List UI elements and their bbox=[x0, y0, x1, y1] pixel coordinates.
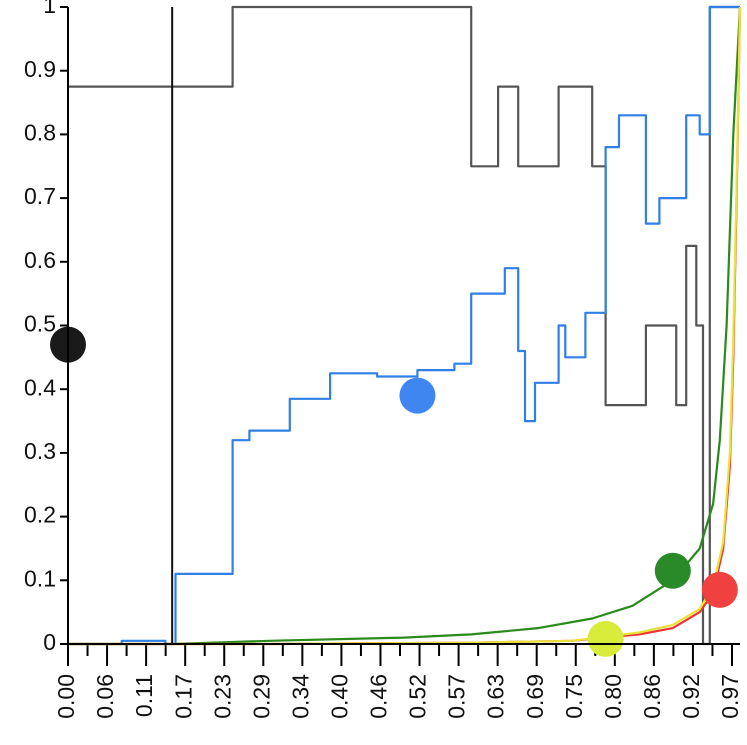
x-tick-label: 0.00 bbox=[53, 674, 79, 719]
y-tick-label: 0.3 bbox=[24, 438, 56, 464]
x-tick-label: 0.80 bbox=[600, 674, 626, 719]
series-markers bbox=[50, 326, 738, 657]
series-lines bbox=[68, 5, 742, 646]
y-tick-label: 0.7 bbox=[24, 183, 56, 209]
series-marker-5 bbox=[587, 620, 624, 657]
x-tick-label: 0.11 bbox=[131, 674, 157, 717]
x-tick-label: 0.40 bbox=[326, 674, 352, 719]
series-line-2 bbox=[68, 5, 740, 646]
series-marker-2 bbox=[399, 377, 436, 414]
y-tick-label: 0.9 bbox=[24, 56, 56, 82]
y-tick-label: 0 bbox=[43, 629, 56, 655]
y-tick-label: 0.8 bbox=[24, 119, 56, 145]
y-tick-label: 0.4 bbox=[24, 374, 56, 400]
x-tick-label: 0.29 bbox=[248, 674, 274, 719]
x-tick-label: 0.69 bbox=[522, 674, 548, 719]
x-tick-label: 0.86 bbox=[639, 674, 665, 719]
x-tick-label: 0.52 bbox=[405, 674, 431, 719]
y-tick-label: 0.6 bbox=[24, 247, 56, 273]
x-axis-ticks: 0.00 0.06 0.11 0.17 0.23 0.29 0.34 0.40 0.46 0.52… bbox=[53, 644, 743, 719]
x-tick-label: 0.75 bbox=[561, 674, 587, 719]
x-tick-label: 0.97 bbox=[717, 674, 743, 719]
x-tick-label: 0.57 bbox=[444, 674, 470, 719]
x-tick-label: 0.17 bbox=[170, 674, 196, 719]
series-marker-4 bbox=[701, 571, 738, 608]
x-tick-label: 0.34 bbox=[287, 674, 313, 719]
x-tick-label: 0.23 bbox=[209, 674, 235, 719]
x-tick-label: 0.46 bbox=[366, 674, 392, 719]
series-line-3 bbox=[68, 6, 742, 646]
y-tick-label: 0.5 bbox=[24, 311, 56, 337]
x-tick-label: 0.63 bbox=[483, 674, 509, 719]
x-tick-label: 0.92 bbox=[678, 674, 704, 719]
x-tick-label: 0.06 bbox=[92, 674, 118, 719]
y-axis-ticks: 0 0.1 0.2 0.3 0.4 0.5 0.6 0.7 0.8 0.9 1 bbox=[24, 0, 68, 655]
series-marker-3 bbox=[654, 552, 691, 589]
series-line-4 bbox=[68, 6, 742, 646]
y-tick-label: 0.1 bbox=[24, 565, 56, 591]
y-tick-label: 0.2 bbox=[24, 502, 56, 528]
series-line-1 bbox=[68, 5, 740, 646]
y-tick-label: 1 bbox=[43, 0, 56, 18]
series-line-5 bbox=[68, 6, 742, 646]
